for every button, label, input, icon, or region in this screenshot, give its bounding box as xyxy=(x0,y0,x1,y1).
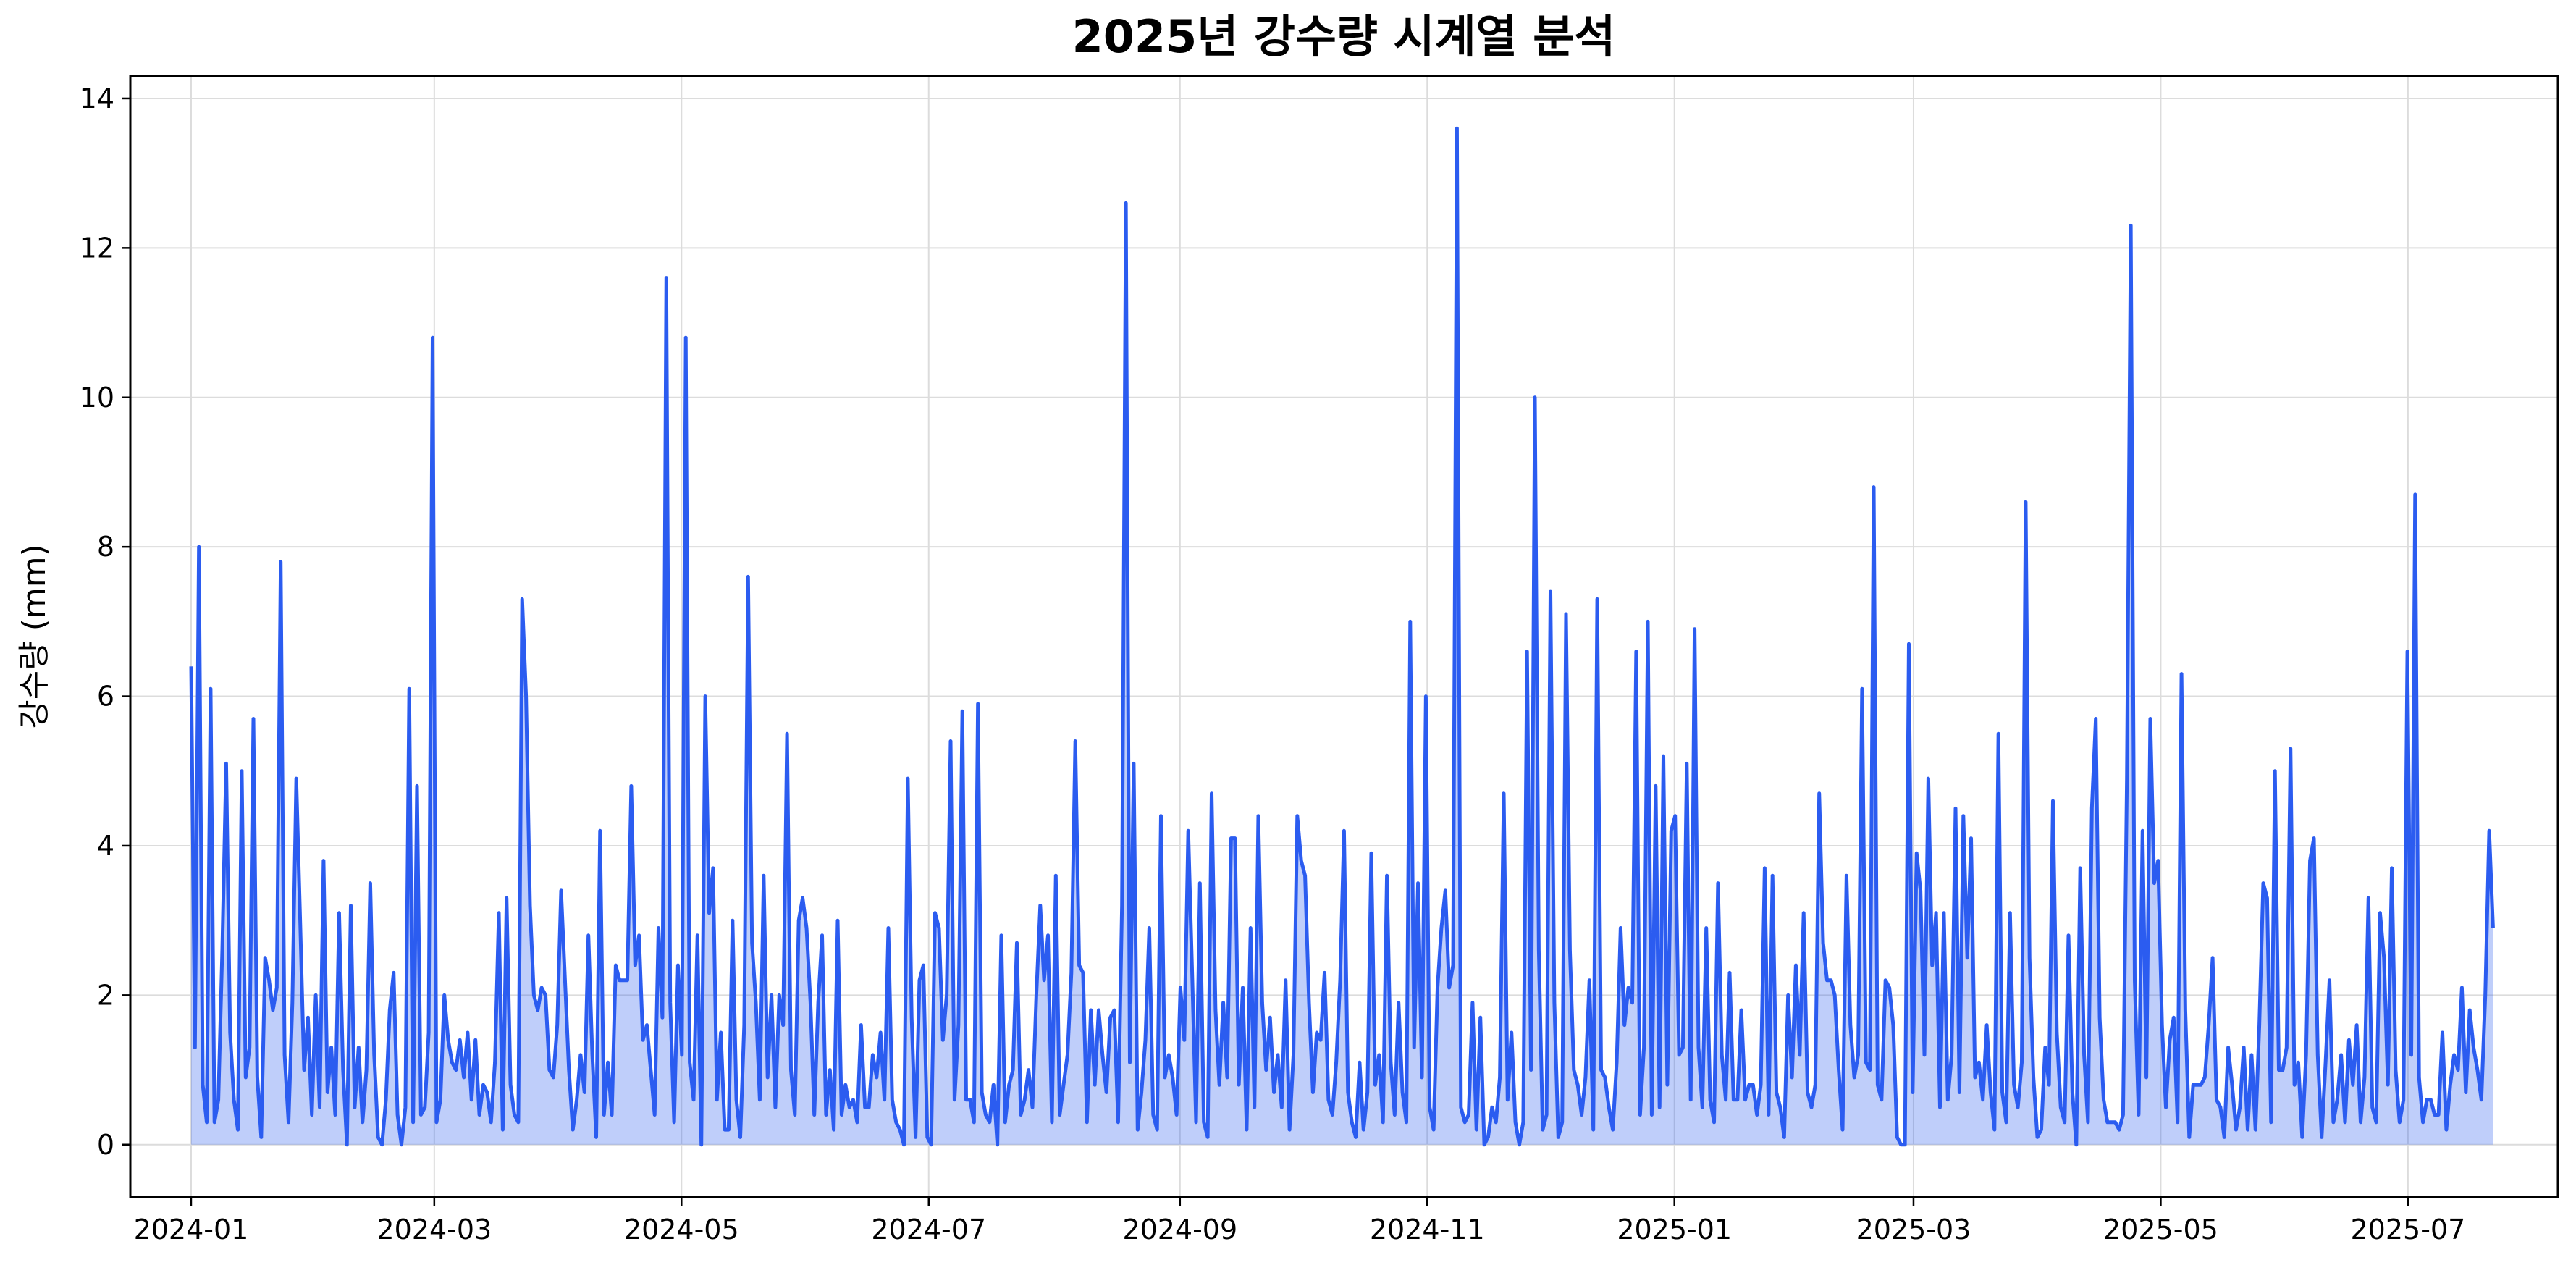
y-tick-label: 2 xyxy=(97,979,114,1011)
x-tick-label: 2025-03 xyxy=(1856,1214,1971,1245)
y-tick-label: 0 xyxy=(97,1129,114,1161)
x-tick-label: 2024-03 xyxy=(376,1214,492,1245)
x-tick-label: 2024-05 xyxy=(624,1214,739,1245)
rainfall-series-line xyxy=(189,126,2495,1147)
x-tick-label: 2024-01 xyxy=(134,1214,249,1245)
x-tick-label: 2024-11 xyxy=(1370,1214,1485,1245)
x-tick-label: 2025-07 xyxy=(2350,1214,2465,1245)
y-axis-label: 강수량 (mm) xyxy=(16,544,53,728)
axis-ticks: 0 2 4 6 8 10 12 14 2024-01 2024-03 2024-05 2024-07 2… xyxy=(80,83,2466,1245)
y-tick-label: 6 xyxy=(97,681,114,713)
y-tick-label: 14 xyxy=(80,83,114,114)
y-tick-label: 12 xyxy=(80,232,114,264)
x-tick-label: 2024-09 xyxy=(1122,1214,1237,1245)
y-tick-label: 8 xyxy=(97,531,114,563)
y-tick-label: 10 xyxy=(80,382,114,413)
y-tick-label: 4 xyxy=(97,830,114,862)
x-tick-label: 2025-01 xyxy=(1617,1214,1732,1245)
chart-title: 2025년 강수량 시계열 분석 xyxy=(1072,10,1616,63)
axes-frame xyxy=(129,75,2559,1198)
data-layer xyxy=(189,126,2495,1147)
x-tick-label: 2025-05 xyxy=(2103,1214,2218,1245)
x-tick-label: 2024-07 xyxy=(871,1214,986,1245)
